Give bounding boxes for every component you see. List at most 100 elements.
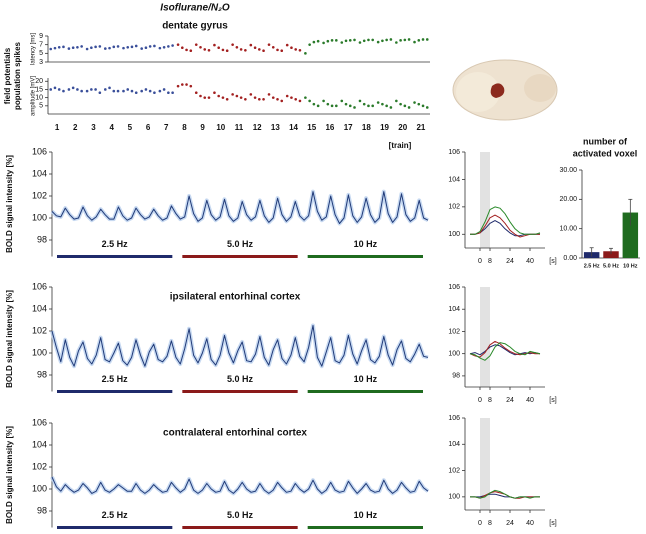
dot [290, 46, 293, 49]
dot [62, 89, 65, 93]
dot [267, 93, 271, 96]
y-tick-label: 98 [37, 234, 47, 244]
dot [348, 104, 352, 108]
x-tick-label: 8 [488, 520, 492, 527]
dot [376, 40, 380, 44]
x-tick-label: 6 [146, 123, 151, 132]
dot [49, 47, 53, 51]
dot [85, 89, 89, 93]
x-tick-label: 10 [216, 123, 225, 132]
dot [134, 91, 138, 95]
dot [381, 102, 384, 106]
dot [322, 41, 325, 45]
dot [122, 89, 125, 93]
dot [126, 45, 130, 49]
dot [385, 38, 388, 42]
x-tick-label: 0 [478, 520, 482, 527]
dot [358, 99, 362, 103]
stimulus-window [480, 418, 490, 510]
y-tick-label: 10.00 [559, 226, 577, 233]
y-tick-label: 106 [32, 417, 47, 427]
dot [348, 39, 352, 42]
dot [225, 49, 229, 53]
dot [322, 99, 325, 103]
dot [389, 106, 393, 109]
dot [371, 38, 375, 42]
x-tick-label: 12 [253, 123, 262, 132]
dot [326, 39, 330, 43]
dot [148, 89, 152, 93]
x-tick-label: 8 [488, 397, 492, 404]
x-tick-label: 24 [506, 258, 514, 265]
dot [235, 45, 239, 49]
dot [403, 38, 407, 42]
y-tick-label: 5 [39, 50, 43, 57]
dot [276, 48, 279, 52]
x-tick-label: 0 [478, 397, 482, 404]
y-tick-label: 20.00 [559, 196, 577, 203]
y-tick-label: 100 [448, 351, 460, 358]
dot [207, 49, 211, 52]
y-label: BOLD signal intensity [%] [5, 290, 14, 388]
error-band [50, 189, 429, 226]
dot [181, 83, 184, 86]
y-label: BOLD signal intensity [%] [5, 155, 14, 253]
x-tick-label: 0 [478, 258, 482, 265]
x-tick-label: 17 [344, 123, 353, 132]
dot [108, 46, 111, 50]
x-tick-label: 18 [362, 123, 371, 132]
dot [112, 45, 116, 49]
dot [407, 38, 411, 41]
dot [153, 91, 156, 95]
dot [389, 38, 393, 41]
panel-label: latency [ms] [31, 33, 37, 65]
x-tick-label: 1 [55, 123, 60, 132]
dot [367, 38, 370, 42]
x-label: [s] [549, 397, 556, 404]
dot [294, 97, 297, 101]
dot [417, 102, 421, 106]
y-tick-label: 100 [32, 483, 47, 493]
y-tick-label: 102 [32, 461, 47, 471]
dot [108, 86, 111, 90]
dot [104, 88, 107, 91]
bar [603, 251, 619, 258]
dot [285, 43, 289, 47]
y-tick-label: 106 [32, 281, 47, 291]
line [470, 206, 541, 235]
dot [104, 47, 107, 50]
y-tick-label: 0.00 [563, 255, 577, 262]
dot [340, 41, 344, 44]
dot [376, 101, 380, 104]
x-tick-label: 4 [109, 123, 114, 132]
y-label: population spikes [13, 41, 22, 110]
dot [316, 39, 320, 43]
dot [213, 91, 216, 95]
panel-label: amplitude [mV] [31, 76, 37, 116]
line [469, 342, 541, 361]
dot [290, 96, 293, 99]
dot [417, 39, 421, 42]
activation-region [490, 83, 505, 98]
dot [244, 49, 247, 52]
dot [421, 104, 425, 108]
y-tick-label: 102 [448, 204, 460, 211]
x-tick-label: 10 Hz [623, 263, 638, 269]
x-tick-label: 11 [235, 123, 244, 132]
dot [253, 96, 257, 99]
dot [67, 47, 71, 50]
dot [213, 43, 216, 47]
y-tick-label: 106 [448, 149, 460, 156]
y-tick-label: 100 [32, 347, 47, 357]
dot [330, 39, 334, 42]
stimulus-window [480, 152, 490, 248]
chart-title: Isoflurane/N₂O [160, 3, 230, 14]
line [470, 489, 540, 499]
dot [262, 97, 265, 101]
y-tick-label: 30.00 [559, 167, 577, 174]
dot [71, 46, 75, 49]
dot [116, 45, 120, 48]
x-tick-label: 21 [416, 123, 425, 132]
dot [298, 49, 302, 52]
dot [53, 46, 57, 50]
